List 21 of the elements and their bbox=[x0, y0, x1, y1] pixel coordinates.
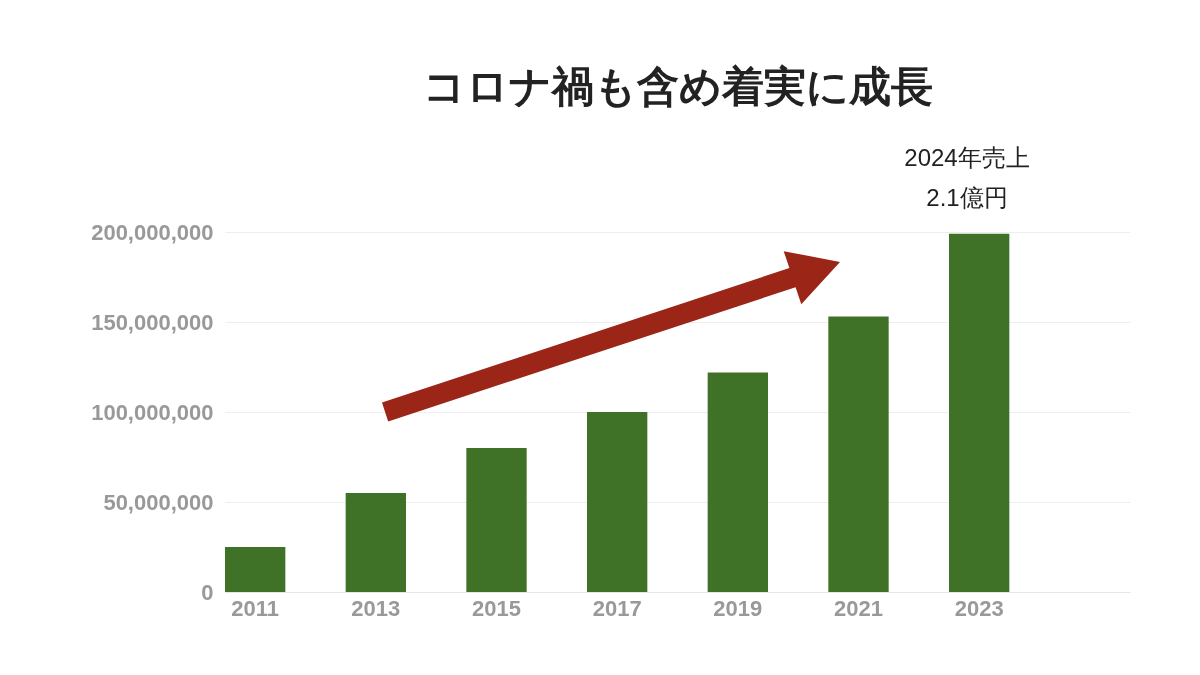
bar bbox=[466, 448, 527, 592]
bar bbox=[949, 233, 1010, 592]
x-tick-label: 2015 bbox=[472, 595, 521, 621]
x-tick-label: 2013 bbox=[351, 595, 401, 621]
x-tick-label: 2023 bbox=[954, 595, 1004, 621]
x-tick-label: 2017 bbox=[592, 595, 642, 621]
bar bbox=[345, 493, 406, 592]
text: 2024年売上 2.1億円 bbox=[904, 144, 1030, 211]
y-tick-label: 150,000,000 bbox=[91, 309, 214, 335]
x-tick-label: 2021 bbox=[834, 595, 883, 621]
bar bbox=[828, 316, 889, 592]
x-tick-label: 2011 bbox=[231, 595, 280, 621]
bar bbox=[707, 372, 768, 592]
y-tick-label: 0 bbox=[201, 579, 214, 605]
bar bbox=[587, 412, 648, 592]
bar bbox=[225, 547, 286, 592]
chart-title: コロナ禍も含め着実に成長 bbox=[422, 63, 933, 110]
y-tick-label: 50,000,000 bbox=[103, 489, 214, 515]
y-tick-label: 100,000,000 bbox=[91, 399, 214, 425]
x-tick-label: 2019 bbox=[713, 595, 763, 621]
y-tick-label: 200,000,000 bbox=[91, 219, 214, 245]
